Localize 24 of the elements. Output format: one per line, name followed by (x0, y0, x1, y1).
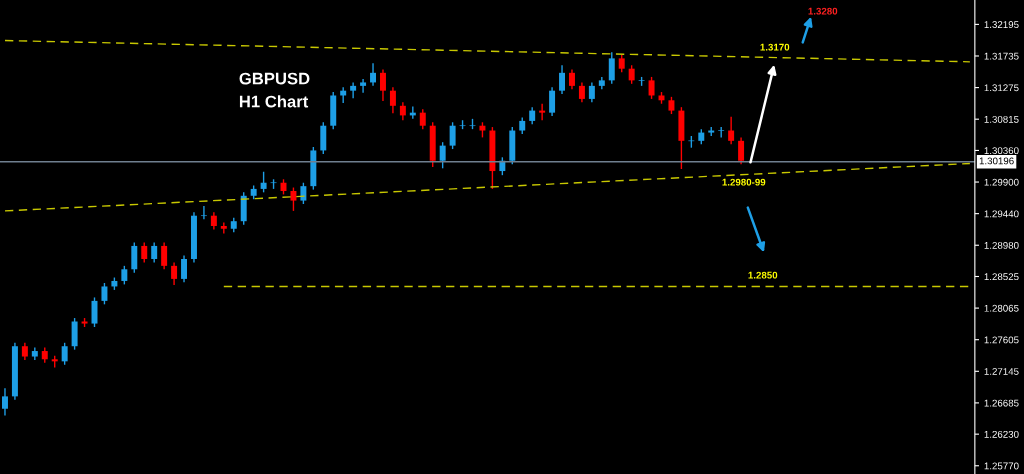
y-tick-label: 1.25770 (984, 462, 1019, 470)
candlestick (718, 126, 725, 139)
text: GBPUSD (239, 72, 310, 85)
y-tick-label: 1.31735 (984, 52, 1019, 60)
y-tick-label: 1.31275 (984, 84, 1019, 92)
annotation: 1.2980-99 (722, 178, 766, 186)
y-tick-label: 1.29900 (984, 178, 1019, 186)
y-tick-label: 1.28980 (984, 241, 1019, 249)
y-tick-label: 1.28525 (984, 273, 1019, 281)
y-tick-label: 1.27605 (984, 336, 1019, 344)
annotation: 1.3280 (808, 7, 838, 15)
y-tick-label: 1.26230 (984, 430, 1019, 438)
y-tick-label: 1.26685 (984, 399, 1019, 407)
text: H1 Chart (239, 95, 309, 108)
annotation: 1.2850 (748, 271, 778, 279)
ref-line-label: 1.30196 (979, 157, 1014, 165)
y-tick-label: 1.27145 (984, 368, 1019, 375)
y-tick-label: 1.32195 (984, 21, 1019, 29)
annotation: 1.3170 (760, 43, 790, 51)
y-tick-label: 1.30360 (984, 147, 1019, 155)
y-tick-label: 1.29440 (984, 210, 1019, 218)
y-tick-label: 1.30815 (984, 115, 1019, 123)
candlestick (200, 205, 207, 220)
y-tick-label: 1.28065 (984, 304, 1019, 312)
